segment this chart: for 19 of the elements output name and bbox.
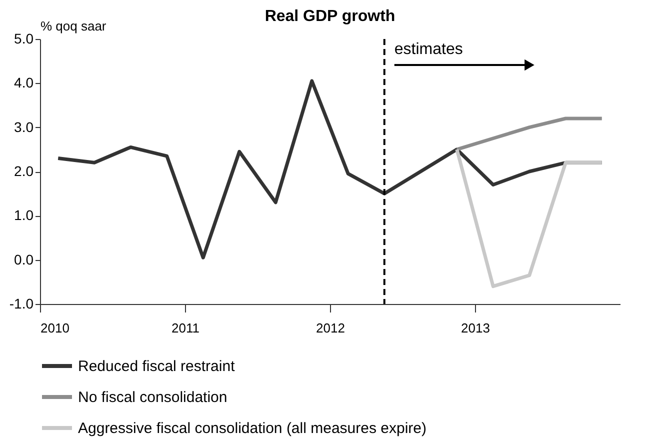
y-tick-label: 5.0 (14, 30, 34, 46)
legend-label: No fiscal consolidation (78, 389, 228, 406)
chart-title: Real GDP growth (264, 8, 396, 25)
y-tick-label: 4.0 (14, 74, 34, 91)
x-tick-label: 2012 (316, 320, 345, 336)
x-tick-label: 2010 (40, 320, 70, 336)
x-tick-label: 2011 (172, 320, 200, 336)
y-tick-label: -1.0 (9, 296, 34, 312)
annotation: estimates (394, 41, 463, 58)
line-series (455, 116, 604, 152)
y-tick-label: 2.0 (14, 163, 34, 179)
x-tick-label: 2013 (461, 320, 490, 336)
y-tick-label: 1.0 (14, 207, 34, 224)
line-series (455, 148, 604, 288)
y-tick-label: 0.0 (14, 251, 34, 268)
legend-label: Aggressive fiscal consolidation (all measures expire) (78, 420, 426, 437)
y-axis-title: % qoq saar (40, 18, 107, 34)
y-tick-label: 3.0 (14, 118, 34, 135)
legend-label: Reduced fiscal restraint (78, 358, 236, 375)
